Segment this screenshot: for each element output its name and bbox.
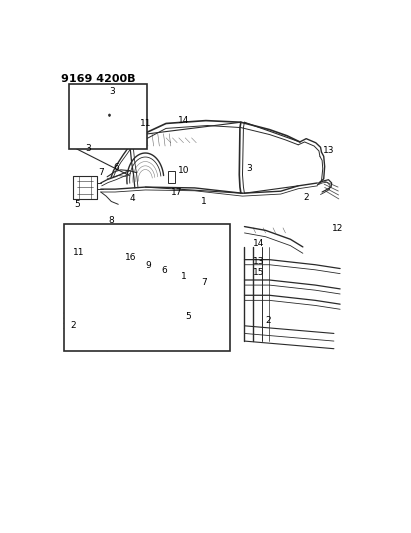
Text: 14: 14 [253, 239, 264, 248]
Text: 6: 6 [114, 163, 120, 172]
Bar [168, 172, 175, 183]
Text: 5: 5 [185, 312, 191, 321]
Circle shape [109, 114, 111, 116]
Text: 6: 6 [162, 266, 167, 275]
Text: 2: 2 [71, 321, 76, 330]
Text: 11: 11 [73, 248, 84, 257]
Bar [64, 224, 230, 351]
Text: 16: 16 [125, 253, 137, 262]
Text: 7: 7 [201, 278, 207, 287]
Text: 5: 5 [75, 200, 81, 209]
Text: 1: 1 [181, 272, 187, 281]
Text: 13: 13 [253, 257, 264, 266]
Text: 7: 7 [98, 168, 104, 177]
Text: 3: 3 [85, 143, 91, 152]
Text: 9: 9 [145, 261, 151, 270]
Text: 4: 4 [130, 194, 135, 203]
Text: 15: 15 [253, 268, 264, 277]
Text: 2: 2 [303, 193, 309, 202]
Text: 14: 14 [178, 116, 189, 125]
Text: 8: 8 [109, 216, 114, 225]
Text: 17: 17 [171, 188, 183, 197]
Bar [69, 84, 147, 149]
Text: 3: 3 [109, 87, 115, 96]
Text: 1: 1 [201, 197, 207, 206]
Text: 13: 13 [323, 146, 334, 155]
Text: 2: 2 [265, 316, 271, 325]
Text: 12: 12 [332, 224, 344, 233]
Text: 9169 4200B: 9169 4200B [61, 74, 136, 84]
Text: 11: 11 [140, 119, 151, 128]
Text: 10: 10 [178, 166, 189, 175]
Text: 3: 3 [246, 164, 252, 173]
